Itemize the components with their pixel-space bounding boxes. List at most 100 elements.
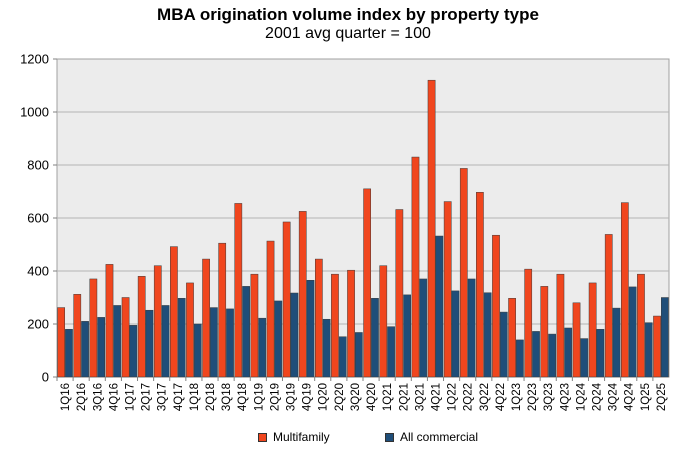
- x-tick-label-4Q23: 4Q23: [559, 383, 571, 411]
- bar-all-commercial-2Q21: [403, 294, 412, 378]
- bar-multifamily-1Q18: [186, 282, 194, 378]
- y-tick-label: 1200: [20, 52, 49, 67]
- bar-multifamily-1Q21: [379, 265, 388, 378]
- bar-multifamily-3Q17: [153, 265, 162, 378]
- bar-all-commercial-1Q20: [322, 318, 331, 378]
- x-tick-label-2Q20: 2Q20: [334, 383, 346, 411]
- y-tick-label: 1000: [20, 105, 49, 120]
- bar-all-commercial-1Q19: [258, 317, 267, 378]
- bar-multifamily-3Q23: [540, 286, 549, 378]
- bar-all-commercial-3Q18: [226, 308, 234, 378]
- x-tick-label-1Q16: 1Q16: [60, 383, 72, 411]
- x-tick-label-3Q23: 3Q23: [543, 383, 555, 411]
- x-tick-label-4Q22: 4Q22: [495, 383, 507, 411]
- x-tick-label-3Q20: 3Q20: [350, 383, 362, 411]
- bar-multifamily-1Q24: [572, 302, 581, 378]
- bar-all-commercial-4Q22: [499, 311, 508, 378]
- x-tick-label-2Q17: 2Q17: [141, 383, 153, 411]
- bar-all-commercial-2Q23: [532, 331, 540, 378]
- x-tick-label-1Q17: 1Q17: [124, 383, 136, 411]
- bar-multifamily-3Q22: [476, 192, 484, 378]
- y-tick-label: 600: [27, 211, 49, 226]
- bar-all-commercial-1Q25: [644, 322, 653, 378]
- bar-multifamily-3Q21: [411, 156, 420, 378]
- bar-all-commercial-1Q22: [451, 290, 460, 378]
- x-tick-label-2Q21: 2Q21: [398, 383, 410, 411]
- bar-all-commercial-3Q24: [612, 307, 621, 378]
- bar-multifamily-4Q21: [427, 79, 436, 378]
- x-tick-label-1Q24: 1Q24: [575, 382, 587, 411]
- x-tick-label-1Q23: 1Q23: [511, 383, 523, 411]
- x-tick-label-1Q22: 1Q22: [447, 383, 459, 411]
- bar-all-commercial-3Q22: [483, 292, 492, 378]
- legend-label-all-commercial: All commercial: [400, 430, 479, 444]
- bar-all-commercial-4Q21: [435, 235, 444, 378]
- bar-multifamily-2Q24: [588, 282, 597, 378]
- x-tick-label-3Q19: 3Q19: [286, 383, 298, 411]
- x-tick-label-4Q19: 4Q19: [302, 383, 314, 411]
- bar-multifamily-4Q23: [556, 273, 565, 378]
- x-tick-label-2Q19: 2Q19: [269, 383, 281, 411]
- bar-all-commercial-3Q20: [355, 332, 363, 378]
- bar-multifamily-4Q19: [298, 211, 307, 378]
- bar-all-commercial-2Q20: [338, 336, 347, 378]
- bar-multifamily-2Q25: [653, 315, 661, 378]
- bar-multifamily-1Q22: [443, 201, 452, 378]
- x-tick-label-4Q21: 4Q21: [430, 383, 442, 411]
- y-axis: 0 200 400 600 800 1000 1200: [20, 52, 57, 385]
- chart-title: MBA origination volume index by property…: [157, 5, 539, 24]
- bar-multifamily-3Q19: [282, 221, 291, 378]
- x-tick-label-4Q20: 4Q20: [366, 383, 378, 411]
- bar-all-commercial-1Q16: [65, 329, 73, 378]
- x-tick-label-4Q24: 4Q24: [624, 382, 636, 411]
- bar-multifamily-4Q18: [234, 203, 243, 378]
- bar-multifamily-4Q16: [105, 264, 114, 378]
- bar-all-commercial-3Q23: [548, 333, 556, 378]
- bar-all-commercial-4Q16: [113, 305, 122, 378]
- x-tick-label-3Q17: 3Q17: [157, 383, 169, 411]
- bar-multifamily-2Q16: [73, 294, 82, 378]
- bar-all-commercial-4Q23: [564, 327, 573, 378]
- x-tick-label-2Q25: 2Q25: [656, 383, 668, 411]
- bar-all-commercial-1Q18: [193, 323, 202, 378]
- bar-multifamily-3Q16: [89, 278, 98, 378]
- x-tick-label-4Q17: 4Q17: [173, 383, 185, 411]
- bar-all-commercial-2Q25: [661, 297, 669, 378]
- x-tick-label-4Q16: 4Q16: [108, 383, 120, 411]
- bar-all-commercial-3Q16: [97, 317, 106, 378]
- legend-item-all-commercial: All commercial: [385, 430, 478, 444]
- bar-multifamily-1Q16: [57, 307, 65, 378]
- bar-multifamily-2Q22: [459, 168, 468, 378]
- bar-multifamily-3Q24: [604, 234, 613, 378]
- x-tick-label-1Q20: 1Q20: [318, 383, 330, 411]
- bar-all-commercial-2Q22: [467, 278, 476, 378]
- bar-all-commercial-2Q19: [274, 300, 283, 378]
- bar-multifamily-1Q23: [508, 298, 516, 378]
- chart-subtitle: 2001 avg quarter = 100: [265, 25, 431, 42]
- bar-all-commercial-4Q20: [371, 298, 379, 378]
- bar-multifamily-3Q18: [218, 242, 227, 378]
- bar-multifamily-4Q20: [363, 188, 371, 378]
- legend-swatch-all-commercial: [385, 432, 394, 442]
- x-tick-label-1Q21: 1Q21: [382, 383, 394, 411]
- legend-item-multifamily: Multifamily: [258, 430, 330, 444]
- bar-multifamily-2Q17: [137, 276, 146, 378]
- bar-multifamily-2Q21: [395, 209, 404, 378]
- bar-all-commercial-4Q24: [628, 286, 637, 378]
- bar-all-commercial-4Q19: [306, 280, 315, 378]
- bar-all-commercial-2Q18: [210, 307, 218, 378]
- x-tick-label-3Q21: 3Q21: [414, 383, 426, 411]
- x-tick-label-3Q16: 3Q16: [92, 383, 104, 411]
- bar-all-commercial-1Q23: [516, 339, 524, 378]
- x-tick-label-2Q22: 2Q22: [463, 383, 475, 411]
- bars: [57, 79, 669, 378]
- bar-all-commercial-4Q17: [177, 298, 186, 378]
- bar-multifamily-4Q17: [170, 246, 178, 378]
- bar-multifamily-1Q17: [121, 297, 130, 378]
- bar-all-commercial-1Q17: [129, 325, 138, 378]
- x-tick-label-4Q18: 4Q18: [237, 383, 249, 411]
- bar-multifamily-1Q20: [314, 258, 323, 378]
- bar-all-commercial-1Q21: [387, 326, 395, 378]
